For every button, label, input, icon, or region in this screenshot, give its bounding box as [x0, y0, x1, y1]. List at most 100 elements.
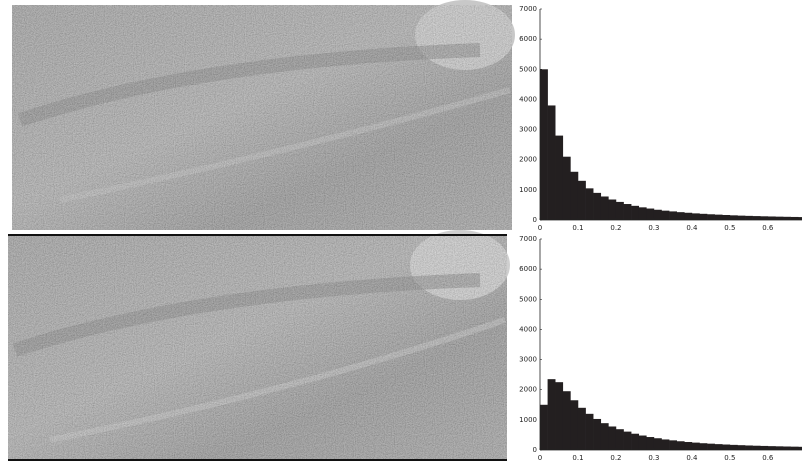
y-tick-label: 6000: [519, 265, 537, 273]
histogram-bar: [676, 441, 685, 450]
x-tick-label: 0.4: [686, 224, 698, 232]
histogram-bar: [547, 105, 556, 220]
histogram-bar: [669, 440, 677, 450]
histogram-bar: [729, 215, 738, 220]
y-tick-label: 1000: [519, 416, 537, 424]
histogram-bar: [752, 445, 761, 450]
histogram-bar: [767, 446, 776, 450]
histogram-bar: [737, 215, 746, 220]
x-tick-label: 0.6: [762, 224, 774, 232]
y-tick-label: 0: [533, 216, 537, 224]
histogram-bar: [699, 443, 708, 450]
histogram-bar: [638, 435, 647, 450]
histogram-bar: [661, 439, 670, 450]
histogram-bar: [661, 210, 670, 220]
y-tick-label: 4000: [519, 325, 537, 333]
histogram-bar: [593, 418, 602, 450]
x-tick-label: 0.2: [610, 224, 621, 232]
histogram-bar: [600, 196, 609, 220]
histogram-bar: [752, 216, 761, 220]
histogram-bar: [638, 207, 647, 220]
histogram-bar: [783, 446, 791, 450]
histogram-bar: [555, 382, 564, 450]
histogram-bar: [562, 391, 571, 450]
histogram-bar: [783, 216, 791, 220]
histogram-bar: [653, 438, 662, 450]
histogram-bar: [577, 180, 586, 220]
histogram-bar: [577, 407, 586, 450]
y-tick-label: 7000: [519, 235, 537, 243]
histogram-bar: [562, 156, 571, 220]
y-tick-label: 5000: [519, 65, 537, 73]
histogram-bar: [798, 446, 802, 450]
histogram-bar: [737, 445, 746, 450]
histogram-bar: [646, 208, 655, 220]
y-tick-label: 2000: [519, 156, 537, 164]
histogram-bar: [585, 188, 594, 220]
x-tick-label: 0.3: [648, 224, 659, 232]
histogram-bar: [669, 211, 677, 220]
histogram-bar: [555, 135, 564, 220]
histogram-bar: [745, 445, 753, 450]
histogram-bar: [570, 400, 579, 450]
x-tick-label: 0: [538, 224, 542, 232]
histogram-bar: [608, 199, 617, 220]
y-tick-label: 0: [533, 446, 537, 454]
y-tick-label: 4000: [519, 95, 537, 103]
histogram-bar: [615, 201, 624, 220]
histogram-bar: [623, 431, 632, 450]
x-tick-label: 0.1: [572, 224, 583, 232]
x-tick-label: 0.6: [762, 454, 774, 462]
histogram-bar: [760, 445, 769, 450]
x-tick-label: 0.4: [686, 454, 698, 462]
histogram-bar: [600, 423, 609, 450]
image-top: [12, 0, 515, 230]
histogram-bar: [714, 214, 723, 220]
y-tick-label: 6000: [519, 35, 537, 43]
histogram-bar: [540, 69, 548, 221]
histogram-bar: [646, 437, 655, 450]
histogram-bar: [570, 171, 579, 220]
y-tick-label: 5000: [519, 295, 537, 303]
histogram-bar: [775, 446, 784, 450]
y-tick-label: 1000: [519, 186, 537, 194]
histogram-bar: [623, 204, 632, 220]
histogram-bar: [722, 444, 731, 450]
x-tick-label: 0.5: [724, 454, 735, 462]
x-tick-label: 0.5: [724, 224, 735, 232]
x-tick-label: 0: [538, 454, 542, 462]
histogram-bar: [684, 442, 693, 450]
y-tick-label: 3000: [519, 356, 537, 364]
histogram-bar: [631, 433, 640, 450]
histogram-bar: [707, 214, 715, 220]
histogram-bar: [540, 404, 548, 450]
histogram-bar: [798, 217, 802, 220]
y-tick-label: 2000: [519, 386, 537, 394]
histogram-bar: [745, 215, 753, 220]
y-tick-label: 7000: [519, 5, 537, 13]
histogram-bar: [691, 442, 700, 450]
image-bottom: [8, 230, 510, 461]
histogram-bar: [699, 213, 708, 220]
histogram-bar: [790, 216, 799, 220]
histogram-bar: [707, 443, 715, 450]
histogram-bar: [790, 446, 799, 450]
histogram-bar: [615, 429, 624, 450]
histogram-bar: [608, 426, 617, 450]
x-tick-label: 0.2: [610, 454, 621, 462]
histogram-bar: [631, 205, 640, 220]
histogram-bar: [729, 444, 738, 450]
histogram-bar: [676, 212, 685, 220]
y-tick-label: 3000: [519, 126, 537, 134]
histogram-bar: [653, 209, 662, 220]
histogram-bar: [547, 379, 556, 450]
histogram-bar: [760, 216, 769, 220]
histogram-bar: [684, 212, 693, 220]
histogram-bar: [714, 444, 723, 450]
histogram-bar: [585, 413, 594, 450]
x-tick-label: 0.1: [572, 454, 583, 462]
x-tick-label: 0.3: [648, 454, 659, 462]
histogram-bar: [722, 214, 731, 220]
